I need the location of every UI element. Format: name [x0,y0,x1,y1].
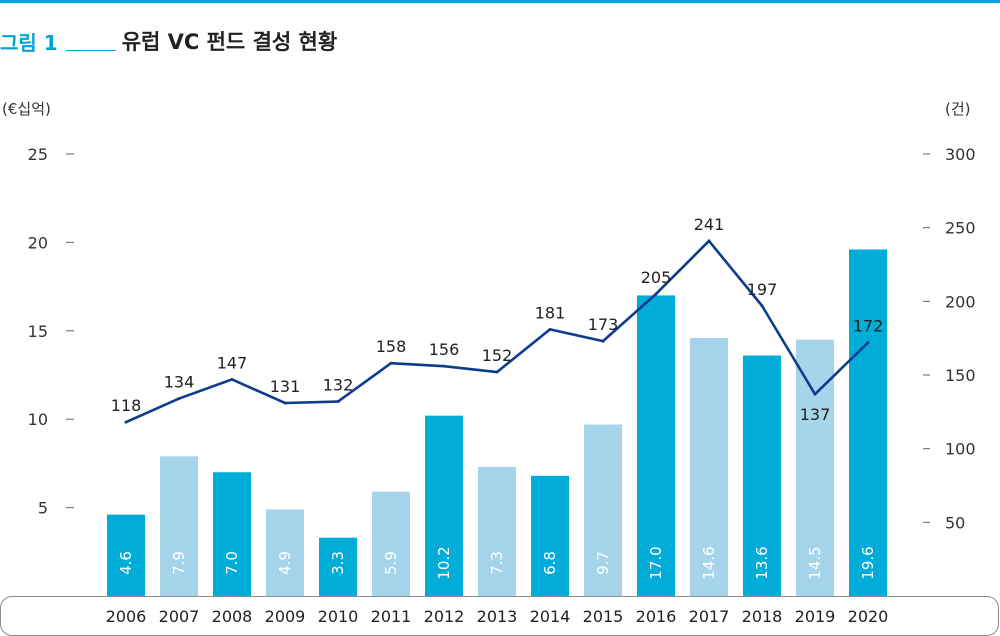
bar-value-label: 17.0 [647,546,665,579]
line-point [283,401,287,405]
bar-value-label: 7.0 [223,551,241,575]
line-point [336,400,340,404]
bar [160,456,198,596]
bar [743,355,781,596]
x-tick-label: 2017 [689,607,730,626]
bar-series: 4.6 7.9 7.0 4.9 3.3 5.9 10.2 7.3 6.8 9.7 17.0 14.6 1… [107,249,887,597]
line-value-label: 134 [164,373,195,392]
line-point [495,370,499,374]
bar [425,415,463,596]
bar [213,472,251,596]
figure-label-underline [65,50,116,51]
right-tick-label: 300 [945,145,976,164]
x-tick-label: 2016 [636,607,677,626]
x-tick-label: 2007 [159,607,200,626]
bar [637,295,675,596]
line-point [177,397,181,401]
bar-value-label: 10.2 [435,546,453,579]
bar [266,509,304,596]
x-tick-label: 2019 [795,607,836,626]
bar-value-label: 19.6 [859,546,877,579]
left-tick-label: 5 [38,499,48,518]
x-tick-label: 2013 [477,607,518,626]
line-point [389,361,393,365]
bar-value-label: 13.6 [753,546,771,579]
figure-title: 유럽 VC 펀드 결성 현황 [121,30,338,54]
bar [107,514,145,596]
bar-value-label: 6.8 [541,551,559,575]
line-point [813,392,817,396]
line-value-label: 132 [323,376,354,395]
x-tick-label: 2020 [848,607,889,626]
right-tick-label: 150 [945,366,976,385]
x-tick-label: 2010 [318,607,359,626]
x-tick-label: 2008 [212,607,253,626]
bar [531,475,569,596]
left-tick-label: 25 [28,145,48,164]
line-value-label: 173 [588,315,619,334]
line-point [442,364,446,368]
line-value-label: 158 [376,337,407,356]
line-value-label: 118 [111,396,142,415]
bar-value-label: 3.3 [329,551,347,575]
left-tick-label: 15 [28,322,48,341]
bar [372,491,410,596]
line-value-label: 172 [853,317,884,336]
right-axis: 50 100 150 200 250 300 [923,145,976,532]
line-value-label: 156 [429,340,460,359]
bar [690,337,728,596]
x-tick-label: 2009 [265,607,306,626]
x-tick-label: 2012 [424,607,465,626]
bar [478,466,516,596]
line-point [548,327,552,331]
bar [584,424,622,596]
line-point [601,339,605,343]
line-value-label: 152 [482,346,513,365]
bar-value-label: 7.3 [488,551,506,575]
top-accent-rule [0,0,1000,3]
line-value-label: 131 [270,377,301,396]
bar [319,537,357,596]
left-tick-label: 10 [28,410,48,429]
x-tick-label: 2018 [742,607,783,626]
bar-value-label: 9.7 [594,551,612,575]
x-tick-label: 2014 [530,607,571,626]
line-point [230,377,234,381]
left-tick-label: 20 [28,233,48,252]
line-value-label: 205 [641,268,672,287]
bar-value-label: 14.5 [806,546,824,579]
left-axis-unit: (€십억) [2,100,51,118]
line-value-label: 137 [800,405,831,424]
right-tick-label: 250 [945,219,976,238]
line-point [124,420,128,424]
x-tick-label: 2011 [371,607,412,626]
x-tick-label: 2015 [583,607,624,626]
line-value-label: 181 [535,303,566,322]
x-axis: 2006 2007 2008 2009 2010 2011 2012 2013 2014 2015… [106,607,889,626]
line-point [707,239,711,243]
bar-value-label: 4.9 [276,551,294,575]
x-tick-label: 2006 [106,607,147,626]
figure-header: 그림 1 유럽 VC 펀드 결성 현황 [0,22,337,56]
bar-value-label: 5.9 [382,551,400,575]
line-value-label: 241 [694,215,725,234]
line-point [866,341,870,345]
line-series: 118 134 147 131 132 158 156 152 181 173 205 241 197 1… [111,215,884,424]
line-point [760,304,764,308]
bar [849,249,887,597]
bar-value-label: 4.6 [117,551,135,575]
right-tick-label: 50 [945,513,965,532]
left-axis: 5 10 15 20 25 [28,145,74,518]
line-value-label: 147 [217,353,248,372]
bottom-frame [0,596,999,636]
figure-label: 그림 1 [0,31,58,55]
right-axis-unit: (건) [945,100,971,118]
bar-value-label: 14.6 [700,546,718,579]
line-point [654,292,658,296]
line-value-label: 197 [747,280,778,299]
right-tick-label: 100 [945,440,976,459]
right-tick-label: 200 [945,292,976,311]
bar-value-label: 7.9 [170,551,188,575]
